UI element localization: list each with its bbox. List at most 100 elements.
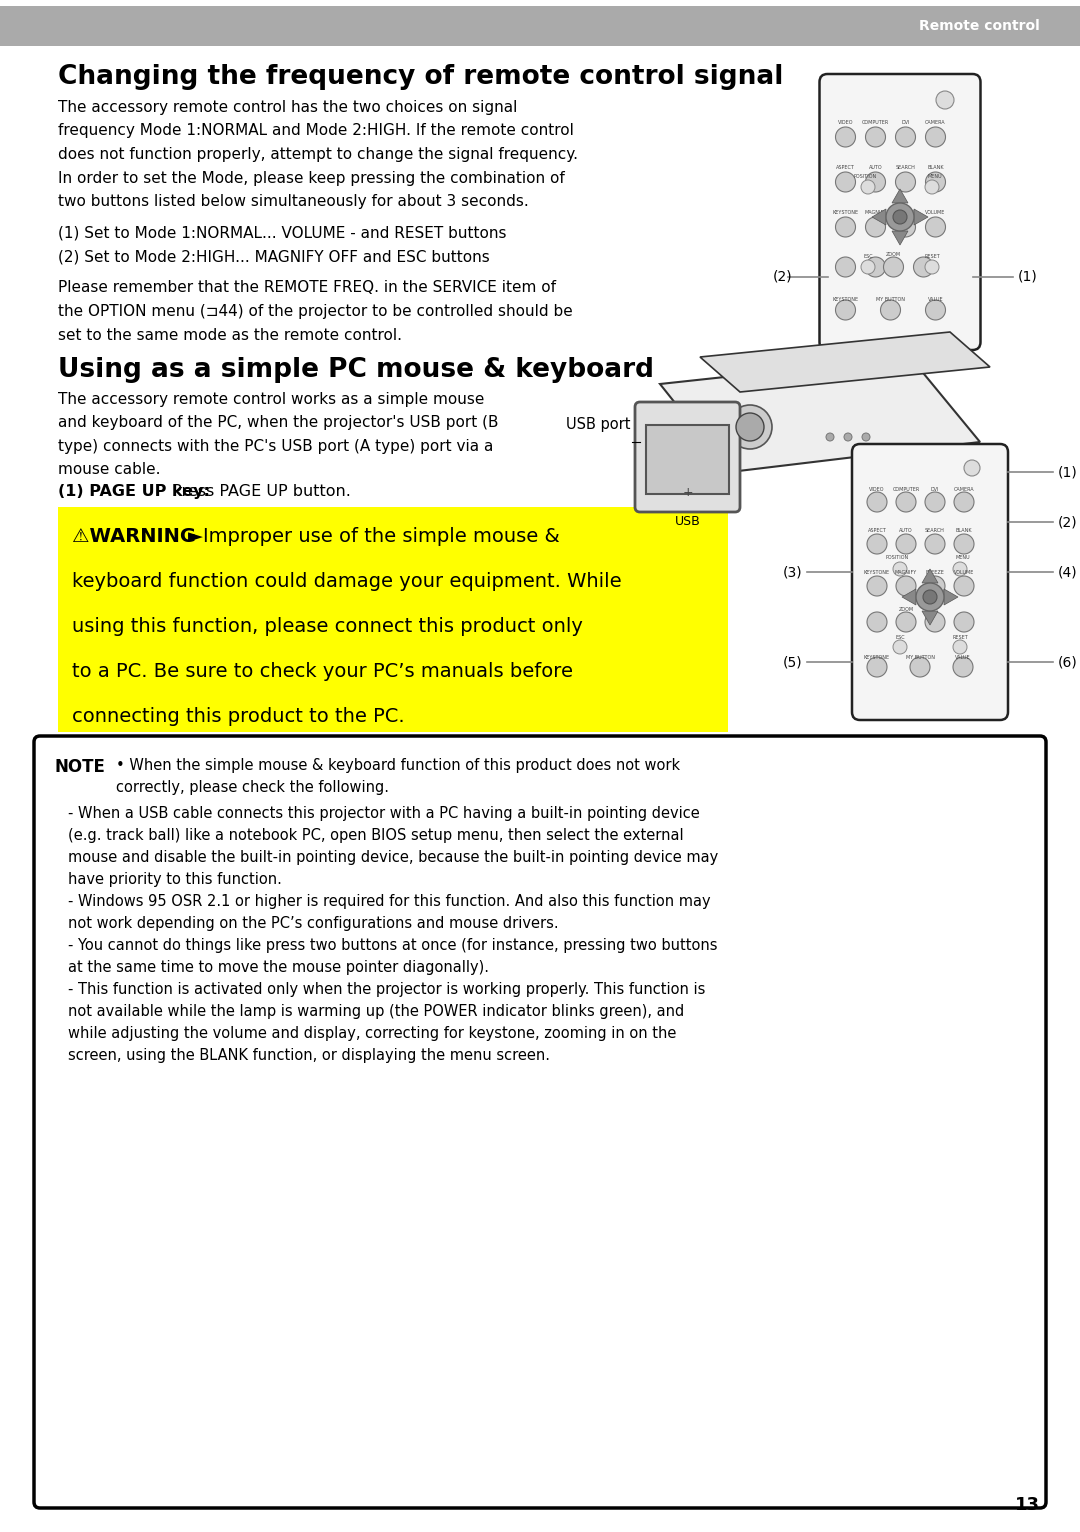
- Text: SEARCH: SEARCH: [895, 165, 916, 170]
- Text: Press RESET button.: Press RESET button.: [215, 614, 381, 630]
- Text: +: +: [683, 486, 692, 499]
- Text: Please remember that the REMOTE FREQ. in the SERVICE item of: Please remember that the REMOTE FREQ. in…: [58, 280, 556, 296]
- Circle shape: [895, 172, 916, 192]
- FancyBboxPatch shape: [852, 444, 1008, 720]
- Circle shape: [836, 300, 855, 320]
- Text: RESET: RESET: [924, 254, 940, 259]
- Circle shape: [836, 172, 855, 192]
- Text: correctly, please check the following.: correctly, please check the following.: [116, 780, 389, 795]
- Text: type) connects with the PC's USB port (A type) port via a: type) connects with the PC's USB port (A…: [58, 440, 494, 453]
- Circle shape: [926, 172, 945, 192]
- Circle shape: [893, 562, 907, 576]
- Text: USB port: USB port: [566, 417, 630, 432]
- Polygon shape: [660, 357, 980, 472]
- Text: - When a USB cable connects this projector with a PC having a built-in pointing : - When a USB cable connects this project…: [68, 806, 700, 821]
- Polygon shape: [892, 231, 908, 245]
- Text: FREEZE: FREEZE: [926, 570, 944, 574]
- Text: does not function properly, attempt to change the signal frequency.: does not function properly, attempt to c…: [58, 147, 578, 162]
- FancyBboxPatch shape: [646, 424, 729, 493]
- Text: KEYSTONE: KEYSTONE: [833, 210, 859, 214]
- Circle shape: [924, 260, 939, 274]
- Text: ►Improper use of the simple mouse &: ►Improper use of the simple mouse &: [188, 527, 559, 545]
- Text: RESET: RESET: [953, 634, 968, 640]
- Circle shape: [883, 257, 904, 277]
- Circle shape: [896, 535, 916, 555]
- Text: COMPUTER: COMPUTER: [892, 487, 920, 492]
- Text: while adjusting the volume and display, correcting for keystone, zooming in on t: while adjusting the volume and display, …: [68, 1026, 676, 1042]
- Circle shape: [936, 90, 954, 109]
- Text: (1) Set to Mode 1:NORMAL... VOLUME - and RESET buttons: (1) Set to Mode 1:NORMAL... VOLUME - and…: [58, 225, 507, 241]
- Text: frequency Mode 1:NORMAL and Mode 2:HIGH. If the remote control: frequency Mode 1:NORMAL and Mode 2:HIGH.…: [58, 124, 573, 138]
- Circle shape: [954, 576, 974, 596]
- Text: The accessory remote control has the two choices on signal: The accessory remote control has the two…: [58, 100, 517, 115]
- Text: (1): (1): [1058, 466, 1078, 480]
- Polygon shape: [700, 332, 990, 392]
- Circle shape: [865, 218, 886, 237]
- Text: KEYSTONE: KEYSTONE: [864, 656, 890, 660]
- Circle shape: [867, 492, 887, 512]
- Text: MY BUTTON: MY BUTTON: [905, 656, 934, 660]
- Text: (4): (4): [1058, 565, 1078, 579]
- Text: POSITION: POSITION: [886, 555, 908, 561]
- Polygon shape: [892, 188, 908, 204]
- Text: (4) Move pointer:: (4) Move pointer:: [58, 562, 216, 578]
- Text: - You cannot do things like press two buttons at once (for instance, pressing tw: - You cannot do things like press two bu…: [68, 938, 717, 953]
- Circle shape: [861, 260, 875, 274]
- Text: BLANK: BLANK: [956, 529, 972, 533]
- Text: mouse and disable the built-in pointing device, because the built-in pointing de: mouse and disable the built-in pointing …: [68, 850, 718, 866]
- Text: mouse cable.: mouse cable.: [58, 463, 161, 478]
- Text: not work depending on the PC’s configurations and mouse drivers.: not work depending on the PC’s configura…: [68, 916, 558, 931]
- Text: not available while the lamp is warming up (the POWER indicator blinks green), a: not available while the lamp is warming …: [68, 1003, 685, 1019]
- Text: set to the same mode as the remote control.: set to the same mode as the remote contr…: [58, 328, 402, 343]
- Text: (5) ESC key:: (5) ESC key:: [58, 588, 167, 604]
- Text: In order to set the Mode, please keep pressing the combination of: In order to set the Mode, please keep pr…: [58, 170, 565, 185]
- Polygon shape: [922, 611, 939, 625]
- Text: COMPUTER: COMPUTER: [862, 119, 889, 126]
- Text: VALUE: VALUE: [928, 297, 943, 302]
- Circle shape: [953, 562, 967, 576]
- Polygon shape: [922, 568, 939, 584]
- Circle shape: [836, 257, 855, 277]
- Circle shape: [954, 535, 974, 555]
- Text: POSITION: POSITION: [853, 175, 877, 179]
- Text: Changing the frequency of remote control signal: Changing the frequency of remote control…: [58, 64, 783, 90]
- Circle shape: [923, 590, 937, 604]
- Circle shape: [886, 204, 914, 231]
- Circle shape: [914, 257, 933, 277]
- Circle shape: [836, 127, 855, 147]
- Text: • When the simple mouse & keyboard function of this product does not work: • When the simple mouse & keyboard funct…: [116, 758, 680, 774]
- Circle shape: [926, 300, 945, 320]
- Circle shape: [843, 434, 852, 441]
- FancyBboxPatch shape: [58, 507, 728, 732]
- Text: NOTE: NOTE: [54, 758, 105, 777]
- Text: 13: 13: [1015, 1497, 1040, 1514]
- Text: VOLUME: VOLUME: [926, 210, 946, 214]
- Text: (3) Mouse left button:: (3) Mouse left button:: [58, 536, 258, 552]
- Text: - Windows 95 OSR 2.1 or higher is required for this function. And also this func: - Windows 95 OSR 2.1 or higher is requir…: [68, 895, 711, 908]
- Circle shape: [826, 434, 834, 441]
- Text: DVI: DVI: [901, 119, 909, 126]
- Text: The accessory remote control works as a simple mouse: The accessory remote control works as a …: [58, 392, 484, 408]
- Text: BLANK: BLANK: [928, 165, 944, 170]
- Text: MENU: MENU: [928, 175, 943, 179]
- Text: (2) PAGE DOWN key:: (2) PAGE DOWN key:: [58, 510, 243, 525]
- Text: ESC: ESC: [895, 634, 905, 640]
- Text: Using as a simple PC mouse & keyboard: Using as a simple PC mouse & keyboard: [58, 357, 654, 383]
- Circle shape: [924, 179, 939, 195]
- Circle shape: [865, 127, 886, 147]
- Text: (3): (3): [782, 565, 802, 579]
- Circle shape: [895, 218, 916, 237]
- FancyBboxPatch shape: [33, 735, 1047, 1507]
- Text: VALUE: VALUE: [955, 656, 971, 660]
- Text: to a PC. Be sure to check your PC’s manuals before: to a PC. Be sure to check your PC’s manu…: [72, 662, 573, 682]
- Text: MENU: MENU: [956, 555, 970, 561]
- Text: AUTO: AUTO: [900, 529, 913, 533]
- FancyBboxPatch shape: [820, 74, 981, 349]
- Text: have priority to this function.: have priority to this function.: [68, 872, 282, 887]
- Circle shape: [910, 657, 930, 677]
- Text: ⚠WARNING: ⚠WARNING: [72, 527, 195, 545]
- Text: Press ESC button.: Press ESC button.: [139, 588, 286, 604]
- Text: using this function, please connect this product only: using this function, please connect this…: [72, 617, 583, 636]
- Text: (1): (1): [1017, 270, 1037, 283]
- Text: SEARCH: SEARCH: [926, 529, 945, 533]
